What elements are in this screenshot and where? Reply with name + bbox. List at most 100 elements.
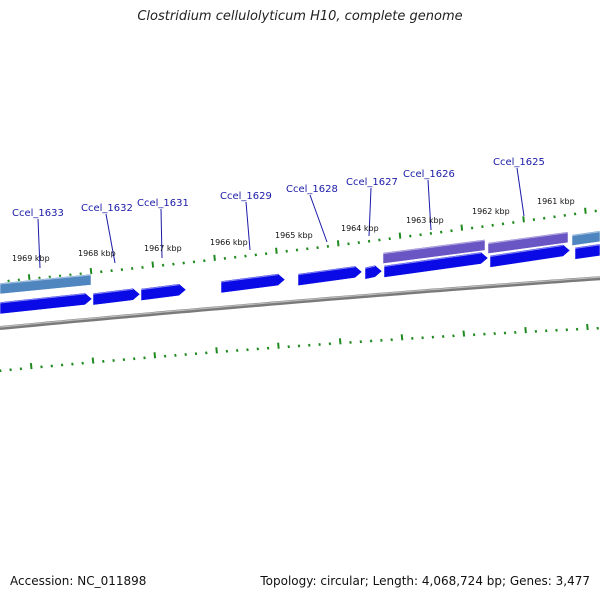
minor-tick — [328, 342, 332, 346]
minor-tick — [266, 346, 270, 350]
gene-block-purple-2-shine — [487, 232, 569, 245]
minor-tick — [409, 234, 412, 238]
minor-tick — [532, 218, 536, 222]
gene-block-light-blue-right-shine — [571, 231, 600, 237]
minor-tick — [60, 363, 64, 367]
leader-line — [309, 194, 328, 243]
major-tick — [462, 330, 466, 337]
minor-tick — [388, 237, 391, 241]
minor-tick — [172, 262, 175, 266]
minor-tick — [205, 351, 208, 355]
gene-label-ccel_1632: Ccel_1632 — [81, 203, 133, 214]
minor-tick — [318, 343, 321, 346]
minor-tick — [58, 274, 62, 278]
cds-ccel-1632-shine — [92, 288, 134, 295]
minor-tick — [17, 278, 21, 282]
kbp-label: 1966 kbp — [210, 238, 248, 247]
minor-tick — [491, 223, 494, 227]
gene-label-ccel_1628: Ccel_1628 — [286, 184, 338, 195]
minor-tick — [102, 359, 105, 363]
minor-tick — [316, 246, 319, 250]
kbp-label: 1964 kbp — [341, 224, 379, 233]
major-tick — [522, 216, 525, 223]
minor-tick — [120, 268, 124, 272]
minor-tick — [483, 332, 486, 336]
leader-line — [427, 179, 432, 231]
kbp-label: 1961 kbp — [537, 197, 575, 206]
major-tick — [398, 232, 402, 239]
minor-tick — [369, 339, 373, 343]
major-tick — [29, 363, 33, 370]
minor-tick — [411, 336, 414, 340]
minor-tick — [163, 354, 167, 358]
minor-tick — [143, 356, 146, 360]
minor-tick — [182, 261, 185, 265]
cds-ccel-1629-shine — [220, 274, 279, 283]
gene-leader-lines — [37, 167, 525, 269]
minor-tick — [555, 328, 558, 332]
minor-tick — [297, 344, 301, 348]
minor-tick — [575, 327, 579, 331]
minor-tick — [264, 252, 268, 256]
major-tick — [277, 342, 280, 349]
minor-tick — [429, 231, 433, 235]
minor-tick — [573, 212, 577, 216]
minor-tick — [110, 269, 113, 273]
minor-tick — [367, 239, 371, 243]
minor-tick — [295, 248, 299, 252]
minor-tick — [470, 226, 474, 230]
cds-ccel-1633 — [0, 292, 93, 315]
gene-block-light-blue-right — [571, 230, 600, 246]
major-tick — [275, 247, 278, 254]
minor-tick — [514, 330, 517, 334]
gene-block-purple-2 — [487, 231, 569, 254]
genome-backbone — [0, 276, 600, 330]
gene-track — [0, 230, 600, 315]
gene-block-light-blue-left — [0, 273, 92, 295]
minor-tick — [285, 249, 288, 253]
outer-tick-ring — [7, 207, 597, 283]
minor-tick — [254, 253, 258, 257]
gene-label-ccel_1631: Ccel_1631 — [137, 198, 189, 209]
minor-tick — [48, 275, 52, 279]
cds-ccel-1627-shine — [364, 265, 376, 269]
minor-tick — [563, 213, 567, 217]
minor-tick — [503, 331, 507, 335]
minor-tick — [439, 230, 443, 234]
cds-ccel-1627 — [364, 264, 383, 280]
map-title: Clostridium cellulolyticum H10, complete… — [137, 9, 463, 24]
minor-tick — [378, 238, 381, 242]
major-tick — [91, 357, 95, 364]
minor-tick — [203, 259, 206, 263]
minor-tick — [79, 272, 82, 276]
major-tick — [151, 261, 155, 268]
minor-tick — [501, 222, 505, 226]
cds-ccel-1626 — [383, 251, 489, 278]
minor-tick — [359, 340, 363, 344]
minor-tick — [565, 328, 569, 332]
minor-tick — [9, 368, 12, 372]
minor-tick — [306, 247, 309, 251]
kbp-label: 1968 kbp — [78, 249, 116, 258]
minor-tick — [161, 263, 165, 267]
kbp-labels: 1969 kbp 1968 kbp 1967 kbp 1966 kbp 1965 kbp… — [12, 197, 575, 263]
minor-tick — [246, 348, 249, 352]
cds-ccel-1625-shine — [489, 244, 564, 257]
cds-ccel-1633-shine — [0, 293, 86, 304]
major-tick — [213, 254, 216, 261]
backbone-highlight — [0, 276, 600, 328]
minor-tick — [38, 276, 41, 280]
minor-tick — [553, 215, 556, 219]
cds-next-shine — [574, 244, 600, 249]
kbp-label: 1962 kbp — [472, 207, 510, 216]
minor-tick — [452, 334, 455, 338]
cds-ccel-1628 — [297, 265, 363, 286]
accession-text: Accession: NC_011898 — [10, 574, 147, 588]
minor-tick — [7, 279, 10, 283]
cds-ccel-1631-shine — [140, 284, 180, 291]
major-tick — [338, 338, 342, 345]
minor-tick — [50, 364, 54, 368]
gene-block-light-blue-left-shine — [0, 274, 92, 285]
minor-tick — [132, 357, 136, 361]
